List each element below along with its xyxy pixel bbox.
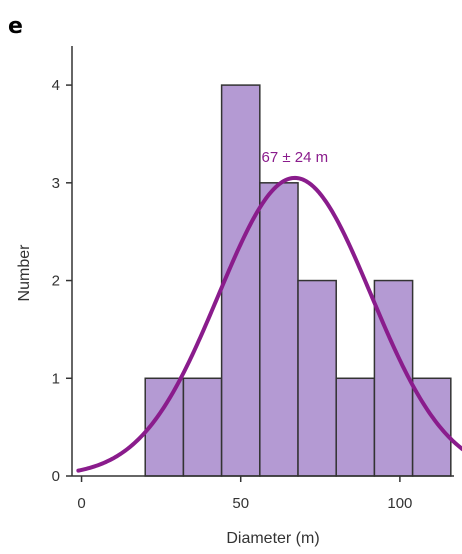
x-tick-labels: 0 50 100 (77, 495, 412, 512)
histogram-bar-6 (335, 377, 376, 477)
histogram-bar-4 (259, 182, 299, 477)
fit-annotation: 67 ± 24 m (262, 149, 329, 166)
histogram-bar-5 (297, 279, 337, 477)
x-axis-title: Diameter (m) (226, 530, 319, 547)
x-tick-label-100: 100 (387, 495, 412, 512)
x-tick-label-50: 50 (232, 495, 249, 512)
histogram-bar-2 (182, 377, 223, 477)
y-tick-label-3: 3 (52, 175, 60, 192)
histogram-bars (144, 84, 452, 477)
gaussian-fit-curve (76, 175, 462, 473)
x-tick-label-0: 0 (77, 495, 85, 512)
y-tick-label-1: 1 (52, 370, 60, 387)
y-axis-title: Number (16, 244, 33, 302)
histogram-bar-3 (220, 84, 261, 477)
y-tick-label-0: 0 (52, 468, 60, 485)
y-tick-label-4: 4 (52, 77, 60, 94)
panel-label: e (8, 14, 23, 39)
axes (66, 46, 454, 482)
y-tick-label-2: 2 (52, 273, 60, 290)
y-tick-labels: 0 1 2 3 4 (52, 77, 60, 485)
